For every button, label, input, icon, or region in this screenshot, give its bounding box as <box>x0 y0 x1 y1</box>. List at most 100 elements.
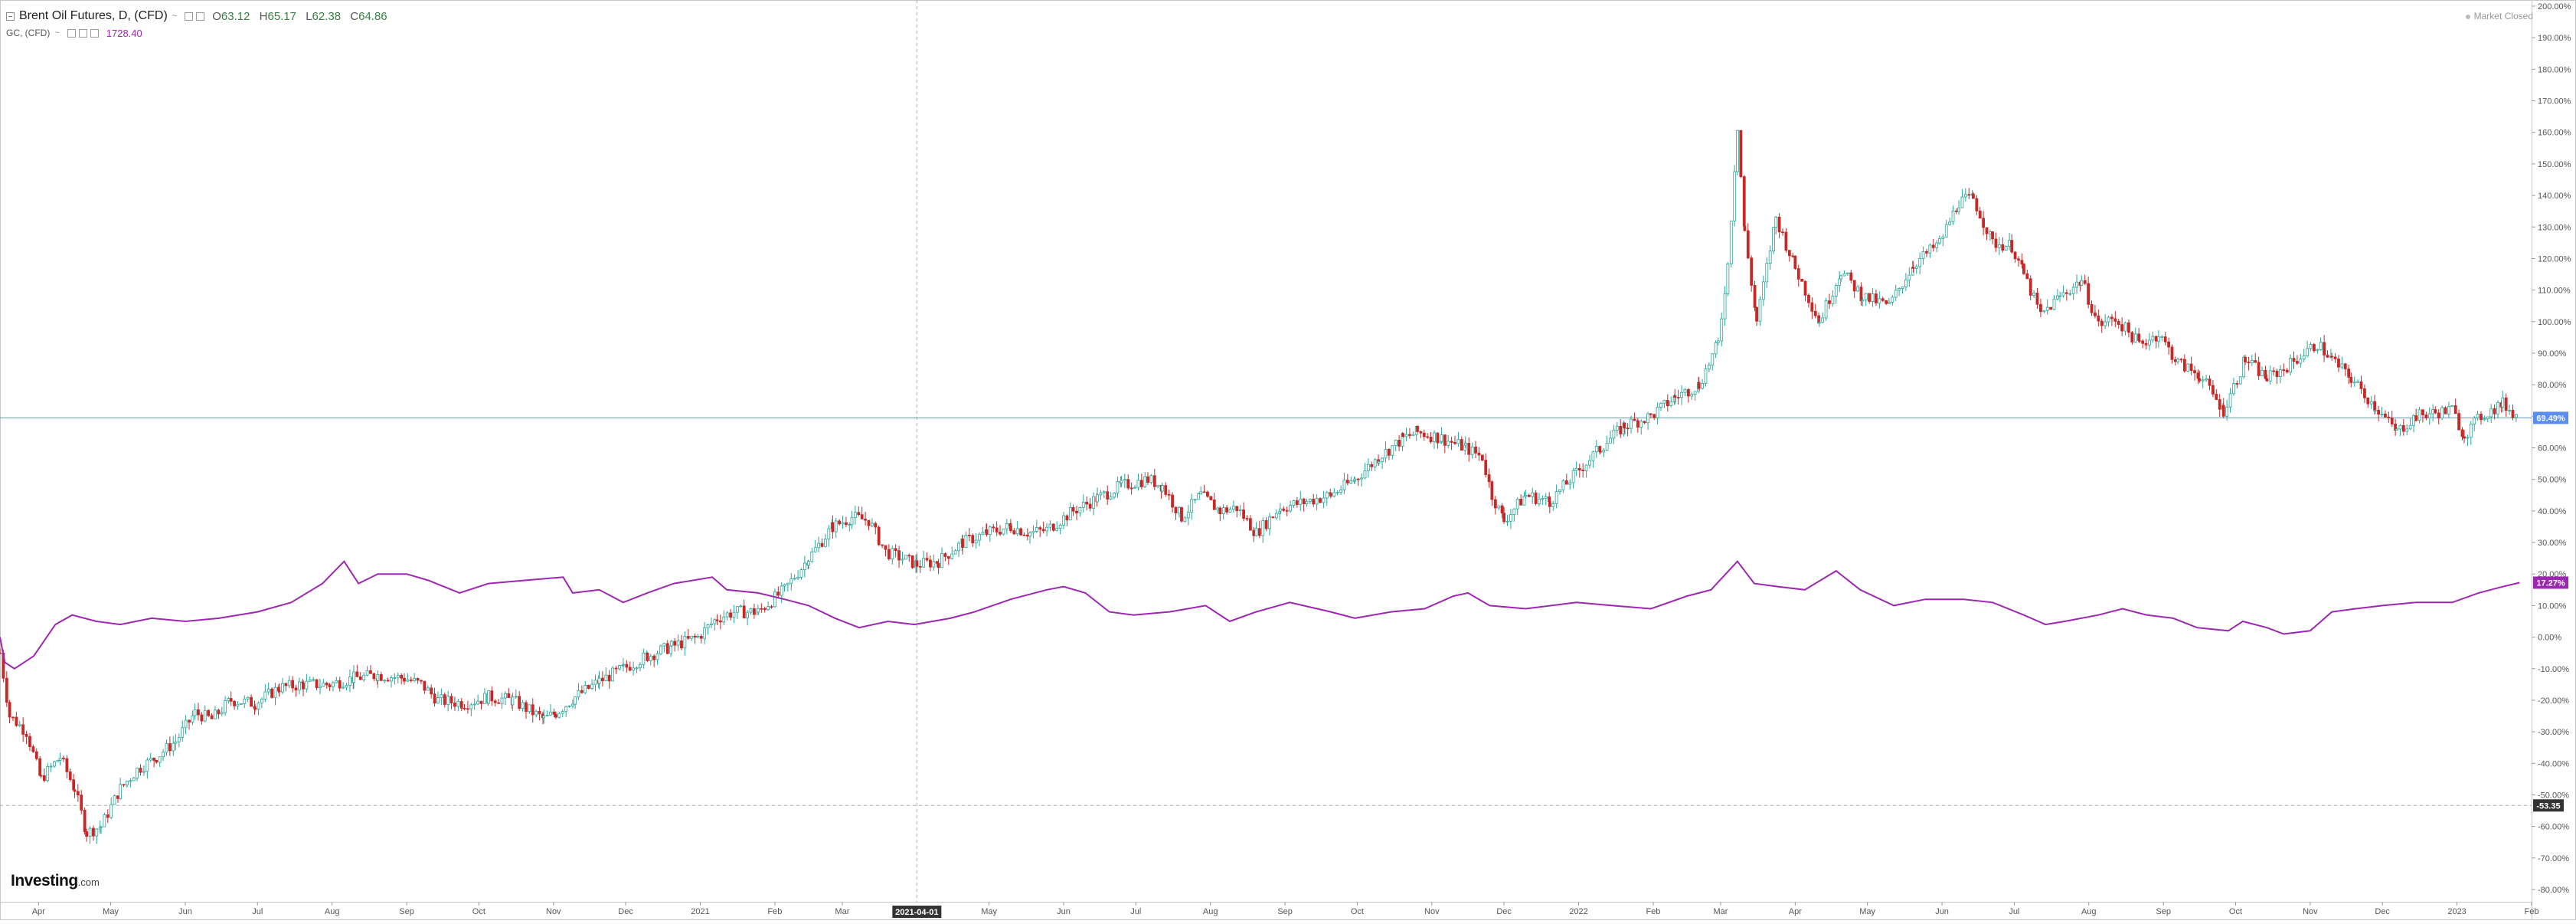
candle-body <box>571 703 574 706</box>
candle-body <box>1686 389 1690 397</box>
candle-body <box>168 743 172 752</box>
candle-body <box>239 703 243 705</box>
secondary-symbol-title[interactable]: GC, (CFD) <box>6 28 51 38</box>
high-label: H <box>259 9 268 23</box>
candle-body <box>440 694 443 699</box>
x-tick-label: 2021 <box>691 907 709 916</box>
candle-body <box>1160 485 1164 492</box>
candle-body <box>1302 498 1306 505</box>
logo-domain: .com <box>77 876 100 888</box>
candle-body <box>1659 402 1662 408</box>
candle-body <box>483 693 486 704</box>
chevron-down-icon[interactable]: ~ <box>172 11 178 21</box>
x-tick-label: Aug <box>2081 907 2097 916</box>
candle-body <box>659 645 662 654</box>
candle-body <box>2042 310 2046 313</box>
candle-body <box>490 690 494 702</box>
candle-body <box>813 547 817 552</box>
candle-body <box>1019 528 1022 536</box>
candle-body <box>400 674 404 679</box>
candle-body <box>1626 428 1630 430</box>
candle-body <box>894 548 897 552</box>
remove-icon[interactable] <box>90 28 99 38</box>
legend-secondary-row[interactable]: GC, (CFD) ~ 1728.40 <box>6 25 394 41</box>
candle-body <box>1736 129 1739 172</box>
x-tick-label: May <box>103 907 119 916</box>
candle-body <box>2080 280 2084 286</box>
candle-body <box>2337 358 2340 368</box>
candle-body <box>2056 295 2059 300</box>
candle-body <box>2447 406 2450 414</box>
candle-body <box>1803 280 1807 296</box>
candle-body <box>1408 434 1411 436</box>
candle-body <box>2309 344 2313 349</box>
candle-body <box>511 696 515 706</box>
candle-body <box>1938 238 1941 244</box>
x-tick-label: 2023 <box>2447 907 2466 916</box>
candle-body <box>2198 378 2202 382</box>
candle-body <box>587 685 590 689</box>
settings-icon[interactable] <box>196 11 205 21</box>
candle-body <box>1531 492 1535 497</box>
candle-body <box>1129 487 1133 490</box>
candle-body <box>2427 413 2431 419</box>
candle-body <box>789 578 793 584</box>
candle-body <box>1948 221 1952 225</box>
candle-body <box>910 555 914 568</box>
chevron-down-icon[interactable]: ~ <box>54 28 60 38</box>
candle-body <box>2395 428 2398 431</box>
candle-body <box>549 711 552 716</box>
x-tick-label: Nov <box>546 907 561 916</box>
candle-body <box>1085 502 1089 505</box>
candle-body <box>1707 365 1711 370</box>
y-tick-label: -10.00% <box>2538 665 2569 674</box>
candle-body <box>552 711 556 715</box>
candle-body <box>2292 358 2296 362</box>
candle-body <box>639 664 642 669</box>
candle-body <box>1038 527 1042 530</box>
candle-body <box>2414 415 2418 421</box>
candle-body <box>338 680 342 689</box>
y-tick-label: 120.00% <box>2538 254 2571 264</box>
candle-body <box>1075 510 1078 514</box>
logo-brand: Investing <box>11 872 78 890</box>
candle-body <box>1901 286 1904 289</box>
candle-body <box>2514 414 2518 418</box>
candle-body <box>1994 238 1998 248</box>
main-symbol-title[interactable]: Brent Oil Futures, D, (CFD) <box>19 9 168 22</box>
candle-body <box>1339 489 1342 493</box>
candle-body <box>2390 418 2394 424</box>
candle-body <box>943 553 947 557</box>
legend-main-row[interactable]: Brent Oil Futures, D, (CFD) ~ O63.12 H65… <box>6 8 394 25</box>
candle-body <box>2022 264 2025 274</box>
candle-body <box>1045 526 1048 532</box>
candle-body <box>2302 356 2306 360</box>
candle-body <box>2144 342 2148 346</box>
y-tick-label: 200.00% <box>2538 2 2571 11</box>
y-tick-label: -30.00% <box>2538 728 2569 737</box>
candle-body <box>1856 287 1859 292</box>
candle-body <box>158 756 162 763</box>
candle-body <box>393 677 397 679</box>
candle-body <box>348 677 351 686</box>
candle-body <box>1332 492 1336 497</box>
candle-body <box>1868 293 1872 302</box>
visibility-icon[interactable] <box>185 11 194 21</box>
candle-body <box>1619 425 1623 434</box>
candle-body <box>635 667 639 670</box>
candle-body <box>2008 240 2011 247</box>
candle-body <box>227 698 230 702</box>
candle-body <box>538 710 541 715</box>
candle-body <box>853 512 857 518</box>
y-tick-label: 170.00% <box>2538 97 2571 106</box>
candle-body <box>113 795 116 805</box>
visibility-icon[interactable] <box>67 28 76 38</box>
candle-body <box>722 616 726 623</box>
settings-icon[interactable] <box>78 28 87 38</box>
candle-body <box>799 569 803 578</box>
collapse-icon[interactable] <box>6 11 15 21</box>
candle-body <box>1925 251 1928 254</box>
candle-body <box>1972 193 1975 199</box>
